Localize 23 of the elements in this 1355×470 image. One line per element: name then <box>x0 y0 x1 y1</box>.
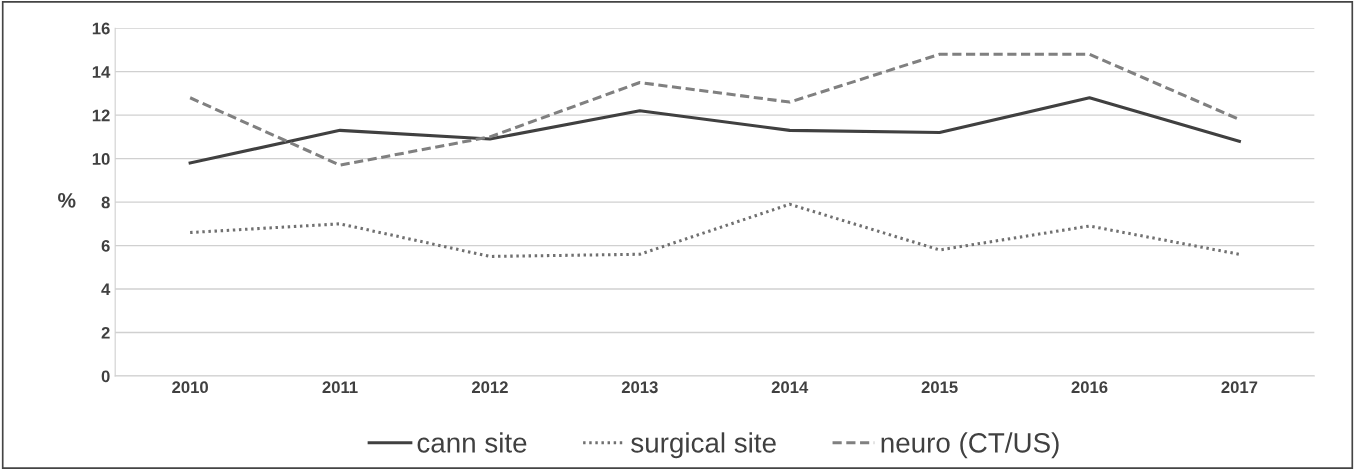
x-tick-label: 2014 <box>771 381 809 394</box>
x-tick-label: 2017 <box>1221 381 1258 394</box>
line-series <box>188 202 1241 258</box>
y-tick-label: 0 <box>101 370 110 383</box>
x-tick-label: 2011 <box>322 381 358 394</box>
legend-label: surgical site <box>631 432 776 459</box>
x-tick-label: 2013 <box>621 381 658 394</box>
x-tick-label: 2016 <box>1071 381 1108 394</box>
y-tick-label: 4 <box>101 283 111 296</box>
y-tick-label: 2 <box>101 326 110 339</box>
y-tick-label: 8 <box>101 196 110 209</box>
legend-label: neuro (CT/US) <box>881 432 1059 459</box>
x-tick-label: 2010 <box>172 381 208 394</box>
y-axis-title: % <box>58 192 76 208</box>
x-tick-label: 2015 <box>921 381 958 394</box>
y-tick-label: 12 <box>92 109 110 122</box>
x-tick-label: 2012 <box>471 381 508 394</box>
y-tick-label: 14 <box>92 66 111 78</box>
legend-label: cann site <box>417 432 527 453</box>
y-tick-label: 6 <box>101 239 110 252</box>
y-tick-label: 16 <box>92 22 110 35</box>
line-series <box>188 96 1241 165</box>
y-tick-label: 10 <box>92 153 110 165</box>
